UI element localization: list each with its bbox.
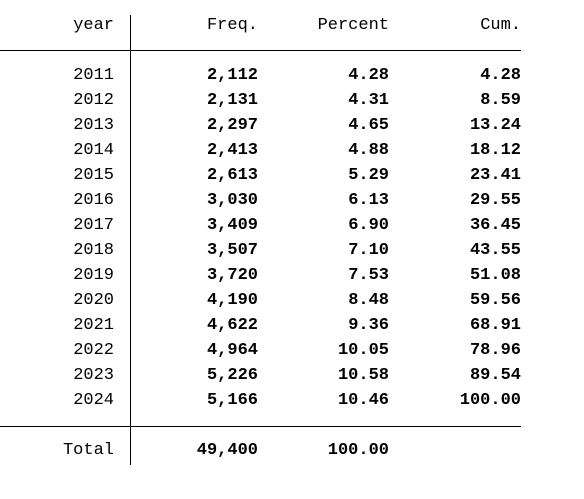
total-rule [0, 426, 521, 427]
cell-value: 59.56 [469, 291, 521, 310]
row-label: 2011 [73, 66, 114, 85]
row-label: 2012 [73, 91, 114, 110]
row-label: 2021 [73, 316, 114, 335]
cell-value: 4,622 [206, 316, 258, 335]
cell-value: 29.55 [469, 191, 521, 210]
row-label: 2022 [73, 341, 114, 360]
cell-value: 4.65 [348, 116, 389, 135]
cell-value: 2,297 [206, 116, 258, 135]
column-rule [130, 15, 131, 465]
column-header: Freq. [206, 16, 258, 35]
cell-value: 4.28 [480, 66, 521, 85]
cell-value: 68.91 [469, 316, 521, 335]
row-label: 2024 [73, 391, 114, 410]
cell-value: 7.10 [348, 241, 389, 260]
cell-value: 5,226 [206, 366, 258, 385]
total-value: 49,400 [196, 441, 258, 460]
total-value: 100.00 [327, 441, 389, 460]
cell-value: 23.41 [469, 166, 521, 185]
cell-value: 3,030 [206, 191, 258, 210]
cell-value: 4.31 [348, 91, 389, 110]
row-label: 2015 [73, 166, 114, 185]
cell-value: 4,964 [206, 341, 258, 360]
header-rule [0, 50, 521, 51]
cell-value: 3,720 [206, 266, 258, 285]
cell-value: 6.90 [348, 216, 389, 235]
cell-value: 3,507 [206, 241, 258, 260]
row-label: 2017 [73, 216, 114, 235]
column-header: Cum. [480, 16, 521, 35]
cell-value: 10.05 [337, 341, 389, 360]
cell-value: 5.29 [348, 166, 389, 185]
cell-value: 10.46 [337, 391, 389, 410]
total-label: Total [62, 441, 114, 460]
cell-value: 36.45 [469, 216, 521, 235]
row-label: 2013 [73, 116, 114, 135]
cell-value: 4.28 [348, 66, 389, 85]
cell-value: 4,190 [206, 291, 258, 310]
cell-value: 2,131 [206, 91, 258, 110]
cell-value: 18.12 [469, 141, 521, 160]
row-label: 2019 [73, 266, 114, 285]
cell-value: 43.55 [469, 241, 521, 260]
cell-value: 78.96 [469, 341, 521, 360]
cell-value: 6.13 [348, 191, 389, 210]
cell-value: 8.48 [348, 291, 389, 310]
cell-value: 8.59 [480, 91, 521, 110]
cell-value: 10.58 [337, 366, 389, 385]
cell-value: 89.54 [469, 366, 521, 385]
cell-value: 2,112 [206, 66, 258, 85]
row-label: 2020 [73, 291, 114, 310]
cell-value: 5,166 [206, 391, 258, 410]
cell-value: 13.24 [469, 116, 521, 135]
cell-value: 3,409 [206, 216, 258, 235]
row-label: 2023 [73, 366, 114, 385]
column-header: year [73, 16, 114, 35]
cell-value: 7.53 [348, 266, 389, 285]
cell-value: 4.88 [348, 141, 389, 160]
row-label: 2016 [73, 191, 114, 210]
row-label: 2014 [73, 141, 114, 160]
cell-value: 2,413 [206, 141, 258, 160]
cell-value: 2,613 [206, 166, 258, 185]
cell-value: 51.08 [469, 266, 521, 285]
cell-value: 100.00 [459, 391, 521, 410]
cell-value: 9.36 [348, 316, 389, 335]
column-header: Percent [317, 16, 389, 35]
row-label: 2018 [73, 241, 114, 260]
